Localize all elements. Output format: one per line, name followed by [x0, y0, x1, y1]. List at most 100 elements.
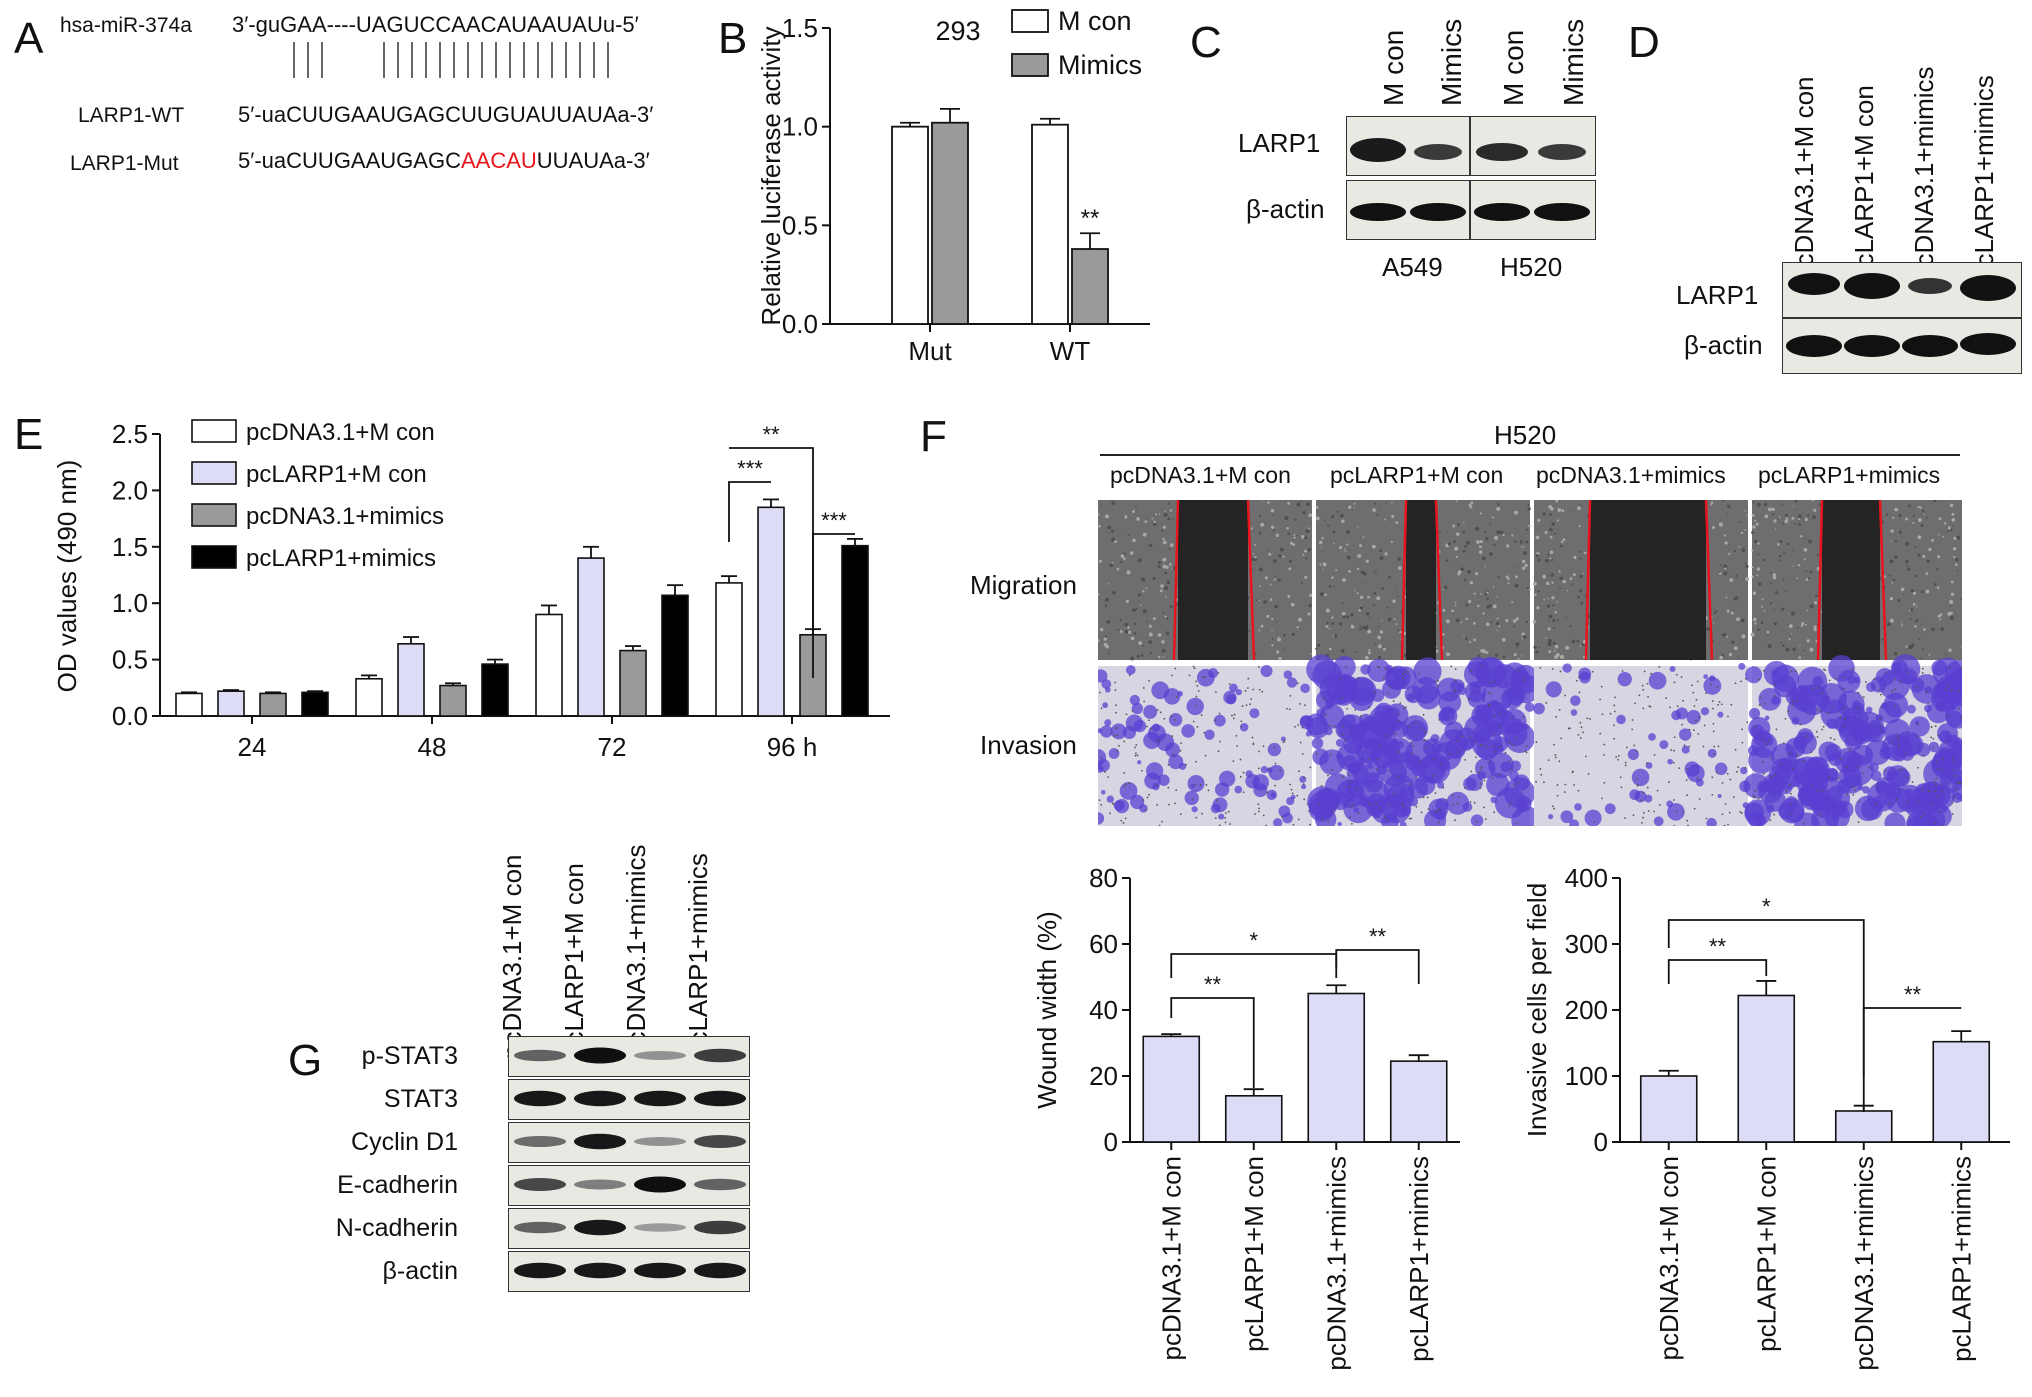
- f-migration-speckle: [1757, 628, 1760, 632]
- f-invasion-cell: [1152, 782, 1160, 791]
- f-invasion-pore: [1908, 815, 1911, 818]
- f-migration-speckle: [1722, 632, 1726, 637]
- f-invasion-pore: [1843, 724, 1846, 727]
- f-migration-speckle: [1798, 523, 1801, 526]
- f-migration-speckle: [1164, 586, 1168, 590]
- f-migration-speckle: [1394, 588, 1397, 590]
- f-migration-speckle: [1293, 534, 1296, 536]
- f-invasion-pore: [1810, 751, 1813, 754]
- F-invasion-y-tick-label: 0: [1594, 1127, 1608, 1157]
- f-migration-speckle: [1098, 513, 1100, 516]
- f-invasion-pore: [1483, 779, 1486, 782]
- f-invasion-pore: [1192, 720, 1195, 723]
- f-invasion-pore: [1168, 803, 1170, 806]
- f-invasion-pore: [1474, 756, 1477, 759]
- f-invasion-cell: [1875, 668, 1894, 687]
- f-invasion-pore: [1115, 704, 1117, 707]
- f-invasion-pore: [1252, 743, 1255, 746]
- f-invasion-cell: [1867, 782, 1897, 812]
- f-invasion-pore: [1535, 780, 1537, 783]
- f-migration-speckle: [1157, 655, 1161, 659]
- f-invasion-pore: [1890, 740, 1893, 743]
- f-invasion-pore: [1369, 803, 1372, 806]
- f-invasion-pore: [1575, 679, 1578, 682]
- e-x-tick-label: 24: [238, 732, 267, 762]
- f-migration-speckle: [1484, 530, 1487, 534]
- f-invasion-pore: [1960, 716, 1962, 719]
- f-invasion-pore: [1274, 784, 1276, 787]
- f-invasion-cell: [1629, 789, 1641, 801]
- f-migration-speckle: [1579, 574, 1583, 579]
- f-migration-speckle: [1382, 647, 1386, 651]
- e-bar: [841, 544, 869, 717]
- f-invasion-cell: [1771, 743, 1798, 769]
- f-invasion-cell: [1524, 702, 1535, 712]
- f-invasion-pore: [1625, 746, 1628, 749]
- f-invasion-pore: [1219, 740, 1221, 743]
- f-migration-speckle: [1917, 535, 1922, 540]
- f-invasion-pore: [1953, 774, 1956, 777]
- f-migration-speckle: [1155, 513, 1158, 516]
- f-invasion-pore: [1315, 752, 1318, 755]
- f-migration-speckle: [1537, 590, 1540, 593]
- f-migration-speckle: [1274, 604, 1278, 609]
- g-bands: [514, 1176, 746, 1193]
- f-invasion-pore: [1614, 696, 1617, 699]
- f-invasion-pore: [1641, 821, 1643, 824]
- f-migration-speckle: [1377, 644, 1382, 649]
- F-invasion-bar: [1639, 1075, 1698, 1143]
- f-invasion-pore: [1624, 764, 1627, 767]
- f-migration-speckle: [1809, 604, 1814, 609]
- f-migration-speckle: [1514, 540, 1517, 543]
- f-invasion-pore: [1790, 792, 1792, 795]
- f-migration-speckle: [1162, 525, 1166, 529]
- F-wound-x-tick-label: pcLARP1+M con: [1239, 1156, 1269, 1352]
- f-invasion-pore: [1710, 683, 1712, 686]
- F-wound-x-tick-label: pcLARP1+mimics: [1404, 1156, 1434, 1362]
- f-migration-speckle: [1752, 617, 1757, 622]
- f-invasion-pore: [1227, 810, 1230, 813]
- f-migration-speckle: [1272, 514, 1275, 517]
- f-migration-speckle: [1387, 617, 1392, 622]
- f-invasion-pore: [1693, 729, 1695, 732]
- f-migration-speckle: [1135, 505, 1137, 508]
- f-invasion-pore: [1487, 703, 1490, 706]
- f-migration-speckle: [1271, 644, 1274, 647]
- f-invasion-pore: [1799, 723, 1802, 726]
- f-migration-speckle: [1551, 581, 1554, 584]
- f-migration-speckle: [1813, 508, 1817, 512]
- f-migration-speckle: [1718, 571, 1721, 573]
- f-invasion-pore: [1232, 760, 1235, 763]
- f-invasion-cell: [1764, 715, 1770, 721]
- f-migration-speckle: [1307, 547, 1312, 552]
- f-migration-speckle: [1806, 609, 1809, 612]
- f-migration-speckle: [1367, 629, 1372, 634]
- f-migration-speckle: [1943, 522, 1947, 525]
- f-migration-speckle: [1462, 530, 1466, 534]
- f-invasion-pore: [1449, 753, 1452, 756]
- f-invasion-pore: [1493, 714, 1496, 717]
- f-migration-speckle: [1339, 545, 1343, 550]
- f-invasion-pore: [1721, 813, 1724, 816]
- f-invasion-cell: [1137, 760, 1142, 765]
- f-migration-speckle: [1549, 513, 1552, 516]
- f-migration-speckle: [1258, 514, 1261, 518]
- f-migration-speckle: [1300, 582, 1303, 585]
- f-migration-speckle: [1788, 613, 1790, 616]
- f-invasion-pore: [1893, 704, 1896, 707]
- f-migration-speckle: [1754, 622, 1757, 625]
- g-band: [634, 1137, 686, 1146]
- f-invasion-cell: [1337, 671, 1342, 676]
- f-invasion-pore: [1492, 777, 1494, 780]
- f-invasion-pore: [1857, 821, 1860, 823]
- f-migration-speckle: [1473, 622, 1476, 625]
- f-migration-speckle: [1106, 619, 1111, 624]
- f-invasion-pore: [1921, 789, 1924, 791]
- f-invasion-pore: [1593, 821, 1596, 823]
- f-migration-speckle: [1917, 518, 1922, 522]
- f-migration-speckle: [1135, 608, 1138, 611]
- f-migration-speckle: [1322, 568, 1324, 570]
- f-migration-speckle: [1328, 585, 1332, 588]
- f-invasion-pore: [1414, 722, 1417, 724]
- f-migration-speckle: [1764, 514, 1769, 519]
